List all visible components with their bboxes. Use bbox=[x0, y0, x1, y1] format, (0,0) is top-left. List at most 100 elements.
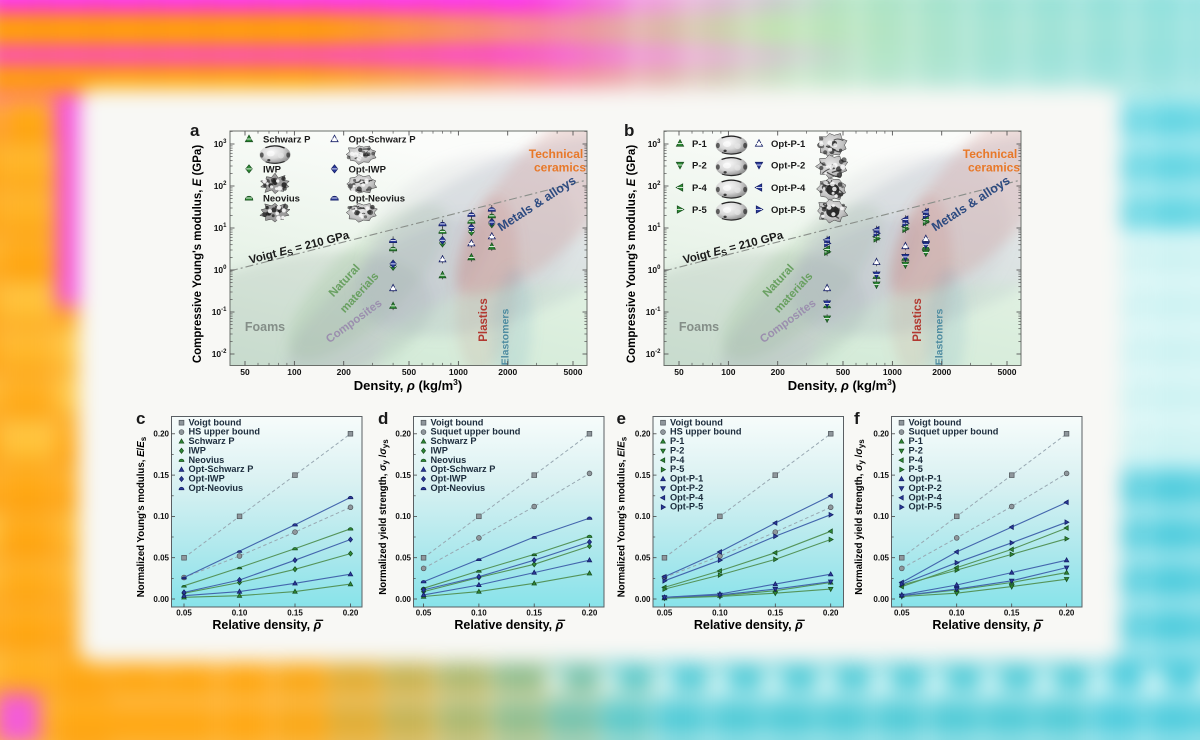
svg-text:0.10: 0.10 bbox=[232, 609, 248, 618]
svg-text:Opt-IWP: Opt-IWP bbox=[431, 474, 467, 484]
svg-text:0.10: 0.10 bbox=[635, 512, 651, 521]
svg-text:Opt-Schwarz P: Opt-Schwarz P bbox=[189, 464, 254, 474]
svg-text:P-1: P-1 bbox=[909, 436, 923, 446]
svg-text:Schwarz P: Schwarz P bbox=[189, 436, 235, 446]
svg-text:0.05: 0.05 bbox=[395, 554, 411, 563]
svg-text:Relative density, ρ: Relative density, ρ bbox=[932, 618, 1041, 632]
svg-text:0.05: 0.05 bbox=[416, 609, 432, 618]
svg-text:Opt-P-2: Opt-P-2 bbox=[909, 483, 942, 493]
svg-text:10-1: 10-1 bbox=[212, 307, 227, 317]
svg-text:0.20: 0.20 bbox=[153, 430, 169, 439]
svg-text:Elastomers: Elastomers bbox=[500, 309, 512, 366]
svg-text:0.00: 0.00 bbox=[635, 595, 651, 604]
svg-text:0.10: 0.10 bbox=[873, 512, 889, 521]
svg-text:200: 200 bbox=[337, 367, 351, 377]
svg-text:Density, ρ (kg/m3): Density, ρ (kg/m3) bbox=[354, 377, 462, 393]
svg-text:IWP: IWP bbox=[189, 445, 206, 455]
svg-text:Opt-IWP: Opt-IWP bbox=[189, 474, 225, 484]
svg-text:Neovius: Neovius bbox=[189, 455, 225, 465]
svg-text:P-4: P-4 bbox=[692, 183, 708, 194]
svg-text:Opt-P-2: Opt-P-2 bbox=[670, 483, 703, 493]
svg-text:Neovius: Neovius bbox=[431, 455, 467, 465]
svg-text:Foams: Foams bbox=[679, 320, 719, 334]
svg-text:0.05: 0.05 bbox=[894, 609, 910, 618]
svg-text:P-5: P-5 bbox=[692, 205, 708, 216]
svg-text:P-5: P-5 bbox=[909, 464, 923, 474]
svg-text:0.15: 0.15 bbox=[768, 609, 784, 618]
svg-text:0.15: 0.15 bbox=[287, 609, 303, 618]
svg-text:0.15: 0.15 bbox=[526, 609, 542, 618]
svg-text:Technical: Technical bbox=[529, 147, 583, 161]
svg-text:Opt-P-4: Opt-P-4 bbox=[670, 492, 704, 502]
svg-text:Opt-Neovius: Opt-Neovius bbox=[431, 483, 486, 493]
svg-text:100: 100 bbox=[287, 367, 301, 377]
svg-text:HS upper bound: HS upper bound bbox=[189, 427, 260, 437]
svg-text:Opt-P-2: Opt-P-2 bbox=[771, 161, 805, 172]
svg-text:Density, ρ (kg/m3): Density, ρ (kg/m3) bbox=[788, 377, 896, 393]
svg-text:102: 102 bbox=[214, 181, 227, 191]
svg-text:Normalized Young's modulus, E/: Normalized Young's modulus, E/Es bbox=[617, 436, 629, 597]
svg-text:Opt-P-5: Opt-P-5 bbox=[771, 205, 806, 216]
svg-text:Normalized yield strength, σy: Normalized yield strength, σy /σys bbox=[854, 439, 866, 595]
svg-text:0.05: 0.05 bbox=[657, 609, 673, 618]
svg-text:100: 100 bbox=[721, 367, 735, 377]
svg-text:0.20: 0.20 bbox=[1059, 609, 1075, 618]
svg-text:1000: 1000 bbox=[449, 367, 468, 377]
svg-text:Opt-Schwarz P: Opt-Schwarz P bbox=[349, 135, 417, 146]
svg-text:b: b bbox=[624, 121, 634, 140]
svg-text:102: 102 bbox=[648, 181, 661, 191]
svg-text:0.10: 0.10 bbox=[153, 512, 169, 521]
svg-text:Compressive Young's modulus, E: Compressive Young's modulus, E (GPa) bbox=[626, 145, 638, 363]
svg-text:0.20: 0.20 bbox=[873, 430, 889, 439]
svg-text:Opt-P-4: Opt-P-4 bbox=[771, 183, 806, 194]
svg-text:Opt-P-1: Opt-P-1 bbox=[909, 474, 942, 484]
svg-text:ceramics: ceramics bbox=[968, 161, 1020, 175]
svg-text:50: 50 bbox=[240, 367, 250, 377]
svg-text:5000: 5000 bbox=[998, 367, 1017, 377]
svg-text:0.20: 0.20 bbox=[343, 609, 359, 618]
svg-text:Normalized Young's modulus, E/: Normalized Young's modulus, E/Es bbox=[136, 436, 148, 597]
svg-text:10-2: 10-2 bbox=[646, 349, 661, 359]
svg-text:0.00: 0.00 bbox=[395, 595, 411, 604]
svg-text:Voigt bound: Voigt bound bbox=[189, 417, 242, 427]
svg-text:101: 101 bbox=[648, 223, 661, 233]
svg-text:P-1: P-1 bbox=[670, 436, 684, 446]
svg-text:P-2: P-2 bbox=[692, 161, 707, 172]
svg-text:0.20: 0.20 bbox=[635, 430, 651, 439]
svg-text:200: 200 bbox=[771, 367, 785, 377]
svg-text:P-1: P-1 bbox=[692, 139, 708, 150]
svg-text:500: 500 bbox=[836, 367, 850, 377]
svg-text:0.05: 0.05 bbox=[873, 554, 889, 563]
svg-text:Relative density, ρ: Relative density, ρ bbox=[694, 618, 803, 632]
svg-text:0.15: 0.15 bbox=[873, 471, 889, 480]
svg-text:0.20: 0.20 bbox=[582, 609, 598, 618]
svg-text:Opt-P-1: Opt-P-1 bbox=[771, 139, 806, 150]
svg-text:Opt-P-4: Opt-P-4 bbox=[909, 492, 943, 502]
svg-text:500: 500 bbox=[402, 367, 416, 377]
svg-text:0.10: 0.10 bbox=[395, 512, 411, 521]
svg-text:Compressive Young's modulus, E: Compressive Young's modulus, E (GPa) bbox=[192, 145, 204, 363]
svg-text:101: 101 bbox=[214, 223, 227, 233]
svg-text:0.15: 0.15 bbox=[635, 471, 651, 480]
svg-text:0.10: 0.10 bbox=[712, 609, 728, 618]
svg-text:0.15: 0.15 bbox=[153, 471, 169, 480]
svg-text:Opt-IWP: Opt-IWP bbox=[349, 164, 387, 175]
svg-text:Foams: Foams bbox=[245, 320, 285, 334]
svg-text:Plastics: Plastics bbox=[478, 298, 490, 341]
svg-text:Schwarz P: Schwarz P bbox=[263, 135, 311, 146]
svg-text:d: d bbox=[378, 409, 388, 428]
svg-text:2000: 2000 bbox=[932, 367, 951, 377]
svg-text:Suquet upper bound: Suquet upper bound bbox=[909, 427, 999, 437]
svg-text:0.20: 0.20 bbox=[395, 430, 411, 439]
svg-text:P-5: P-5 bbox=[670, 464, 684, 474]
svg-text:0.05: 0.05 bbox=[635, 554, 651, 563]
svg-text:0.10: 0.10 bbox=[471, 609, 487, 618]
svg-text:0.10: 0.10 bbox=[949, 609, 965, 618]
svg-text:IWP: IWP bbox=[431, 445, 448, 455]
svg-text:Suquet upper bound: Suquet upper bound bbox=[431, 427, 521, 437]
svg-text:Opt-P-5: Opt-P-5 bbox=[670, 502, 703, 512]
svg-text:0.15: 0.15 bbox=[395, 471, 411, 480]
svg-text:P-2: P-2 bbox=[909, 445, 923, 455]
svg-text:P-2: P-2 bbox=[670, 445, 684, 455]
svg-text:100: 100 bbox=[214, 265, 227, 275]
